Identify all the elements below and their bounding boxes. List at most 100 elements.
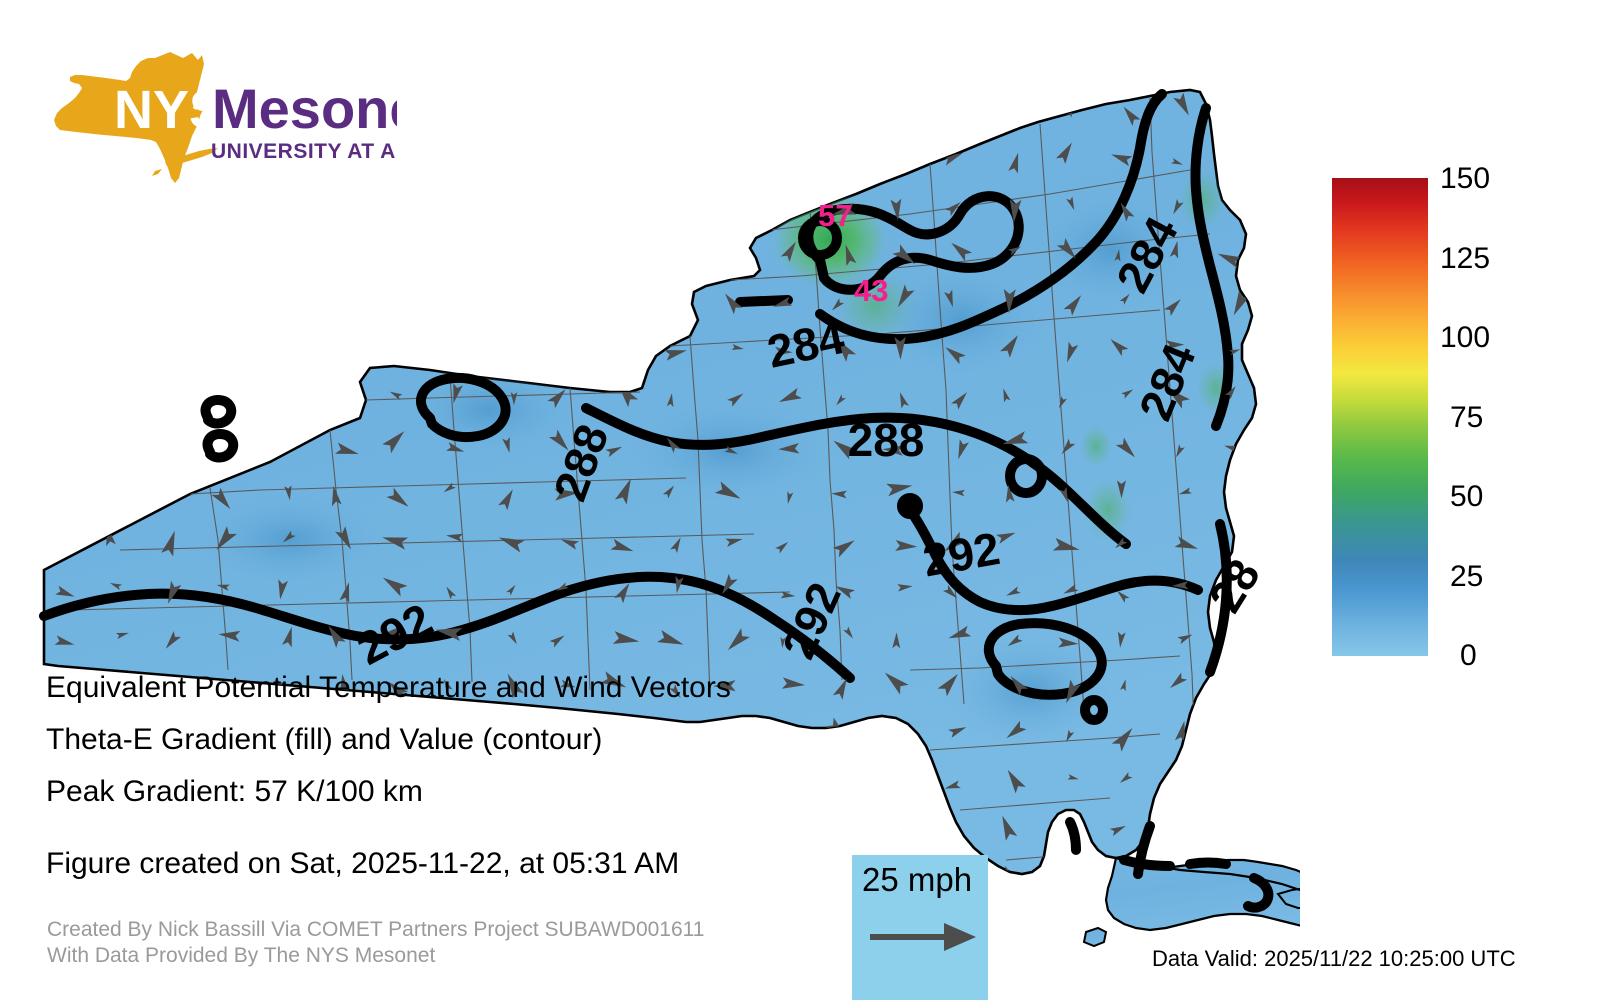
wind-speed-key: 25 mph — [852, 855, 988, 1000]
wind-vector-arrow-icon — [1169, 240, 1179, 259]
wind-vector-arrow-icon — [948, 625, 972, 639]
wind-vector-arrow-icon — [339, 582, 350, 603]
gradient-blob-mohawk — [1078, 422, 1114, 470]
wind-vector-arrow-icon — [714, 871, 736, 885]
wind-vector-arrow-icon — [725, 293, 743, 315]
wind-vector-arrow-icon — [1063, 295, 1082, 316]
logo-svg: NYS Mesonet UNIVERSITY AT ALBANY — [54, 52, 397, 183]
wind-vector-arrow-icon — [1169, 823, 1186, 840]
wind-vector-arrow-icon — [1006, 720, 1027, 739]
wind-vector-arrow-icon — [617, 109, 630, 116]
wind-vector-arrow-icon — [219, 297, 245, 310]
wind-vector-arrow-icon — [335, 526, 351, 550]
wind-vector-arrow-icon — [843, 626, 854, 639]
wind-vector-arrow-icon — [671, 723, 685, 737]
wind-vector-arrow-icon — [171, 350, 185, 359]
wind-vector-arrow-icon — [939, 98, 963, 121]
contour-li-1 — [1119, 855, 1175, 871]
wind-vector-arrow-icon — [728, 242, 736, 256]
wind-vector-arrow-icon — [159, 152, 181, 164]
wind-vector-arrow-icon — [671, 96, 680, 112]
wind-vector-arrow-icon — [551, 99, 570, 114]
wind-vector-arrow-icon — [1007, 246, 1021, 256]
contour-288-dot2 — [202, 429, 239, 463]
map-svg[interactable]: 284284284288288292292292282 — [30, 70, 1300, 960]
wind-vector-arrow-icon — [727, 108, 737, 121]
wind-vector-arrow-icon — [432, 150, 459, 168]
wind-vector-arrow-icon — [282, 626, 292, 648]
wind-vector-arrow-icon — [560, 539, 580, 550]
wind-vector-arrow-icon — [1056, 238, 1077, 259]
wind-vector-arrow-icon — [1109, 825, 1126, 837]
credit-line-1: Created By Nick Bassill Via COMET Partne… — [47, 918, 705, 941]
wind-vector-arrow-icon — [1174, 536, 1198, 549]
wind-vector-arrow-icon — [216, 192, 224, 208]
wind-vector-arrow-icon — [836, 394, 846, 406]
wind-vector-arrow-icon — [834, 830, 851, 839]
wind-vector-arrow-icon — [831, 298, 845, 311]
wind-vector-arrow-icon — [397, 96, 411, 115]
wind-vector-arrow-icon — [439, 298, 449, 318]
logo-text-nys: NYS — [114, 80, 225, 140]
wind-vector-arrow-icon — [381, 343, 406, 358]
gradient-blob-sw — [190, 490, 390, 590]
wind-vector-arrow-icon — [894, 336, 906, 360]
wind-vector-arrow-icon — [837, 102, 852, 110]
wind-vector-arrow-icon — [899, 392, 909, 409]
wind-vector-arrow-icon — [775, 541, 789, 554]
wind-vector-arrow-icon — [1008, 152, 1019, 174]
wind-vector-arrow-icon — [612, 631, 640, 644]
wind-vector-arrow-icon — [331, 485, 342, 507]
wind-vector-arrow-icon — [54, 635, 75, 645]
wind-vector-arrow-icon — [510, 392, 518, 406]
wind-vector-arrow-icon — [1063, 583, 1079, 594]
wind-vector-arrow-icon — [773, 296, 793, 307]
colorbar[interactable]: 150 125 100 75 50 25 0 — [1332, 164, 1490, 671]
colorbar-tick-100: 100 — [1440, 321, 1491, 354]
wind-vector-arrow-icon — [115, 632, 129, 640]
wind-vector-arrow-icon — [219, 103, 239, 113]
wind-vector-arrow-icon — [781, 677, 806, 689]
wind-vector-arrow-icon — [1066, 679, 1082, 704]
wind-vector-arrow-icon — [1165, 340, 1185, 350]
wind-vector-arrow-icon — [167, 580, 182, 604]
wind-vector-arrow-icon — [1005, 484, 1015, 503]
wind-vector-arrow-icon — [1233, 289, 1251, 316]
wind-vector-arrow-icon — [831, 490, 848, 499]
wind-vector-arrow-icon — [609, 195, 629, 205]
wind-vector-arrow-icon — [102, 396, 129, 410]
wind-vector-arrow-icon — [1169, 672, 1188, 689]
wind-vector-arrow-icon — [556, 582, 569, 592]
wind-vector-arrow-icon — [1228, 93, 1241, 119]
caption-peak-gradient: Peak Gradient: 57 K/100 km — [46, 775, 423, 808]
contour-288-dot1 — [200, 395, 237, 429]
wind-vector-arrow-icon — [1217, 253, 1242, 269]
wind-vector-arrow-icon — [1058, 637, 1079, 648]
caption-subtitle: Theta-E Gradient (fill) and Value (conto… — [46, 723, 603, 756]
wind-vector-arrow-icon — [1116, 480, 1126, 499]
credit-line-2: With Data Provided By The NYS Mesonet — [47, 944, 436, 967]
wind-vector-arrow-icon — [435, 628, 463, 641]
wind-vector-arrow-icon — [727, 393, 744, 407]
wind-vector-arrow-icon — [882, 445, 904, 456]
wind-vector-arrow-icon — [897, 584, 913, 592]
wind-vector-arrow-icon — [336, 99, 353, 112]
wind-vector-arrow-icon — [383, 247, 400, 261]
contour-value-label: 288 — [848, 414, 925, 466]
wind-vector-arrow-icon — [780, 241, 796, 262]
wind-vector-arrow-icon — [1067, 341, 1079, 363]
wind-vector-arrow-icon — [1225, 386, 1236, 400]
wind-vector-arrow-icon — [502, 826, 515, 835]
contour-288-west-loop — [416, 373, 511, 442]
wind-vector-arrow-icon — [1174, 720, 1186, 743]
theta-e-map[interactable]: 284284284288288292292292282 57 43 — [30, 70, 1300, 960]
wind-vector-arrow-icon — [610, 538, 634, 552]
wind-vector-arrow-icon — [1057, 877, 1074, 892]
wind-vector-arrow-icon — [600, 671, 627, 688]
colorbar-tick-125: 125 — [1440, 242, 1491, 275]
wind-vector-arrow-icon — [892, 632, 901, 649]
wind-vector-arrow-icon — [1066, 196, 1075, 211]
wind-vector-arrow-icon — [219, 143, 233, 167]
wind-vector-arrow-icon — [558, 294, 581, 309]
wind-vector-arrow-icon — [1066, 729, 1075, 742]
